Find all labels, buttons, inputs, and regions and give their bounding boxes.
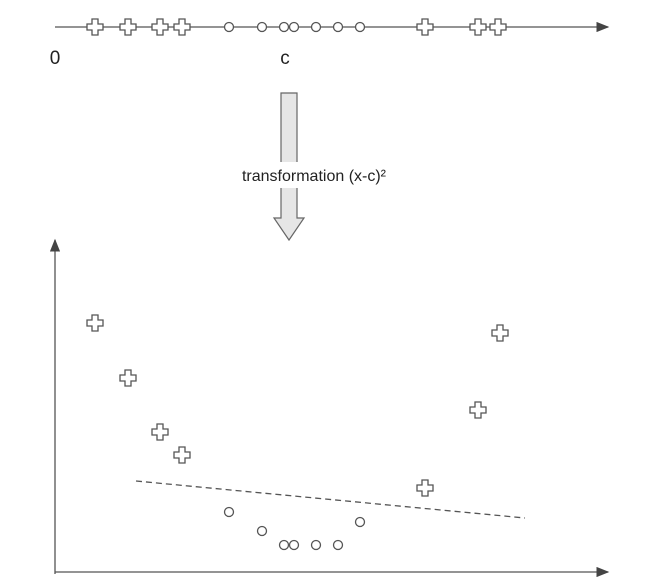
label-bg bbox=[214, 162, 414, 188]
transformation-label: transformation (x-c)² bbox=[242, 168, 387, 185]
plus-markers-bottom bbox=[86, 314, 509, 497]
separator-line bbox=[135, 480, 526, 519]
c-label: c bbox=[280, 48, 290, 69]
zero-label: 0 bbox=[50, 48, 61, 69]
circle-markers-bottom bbox=[223, 506, 366, 551]
